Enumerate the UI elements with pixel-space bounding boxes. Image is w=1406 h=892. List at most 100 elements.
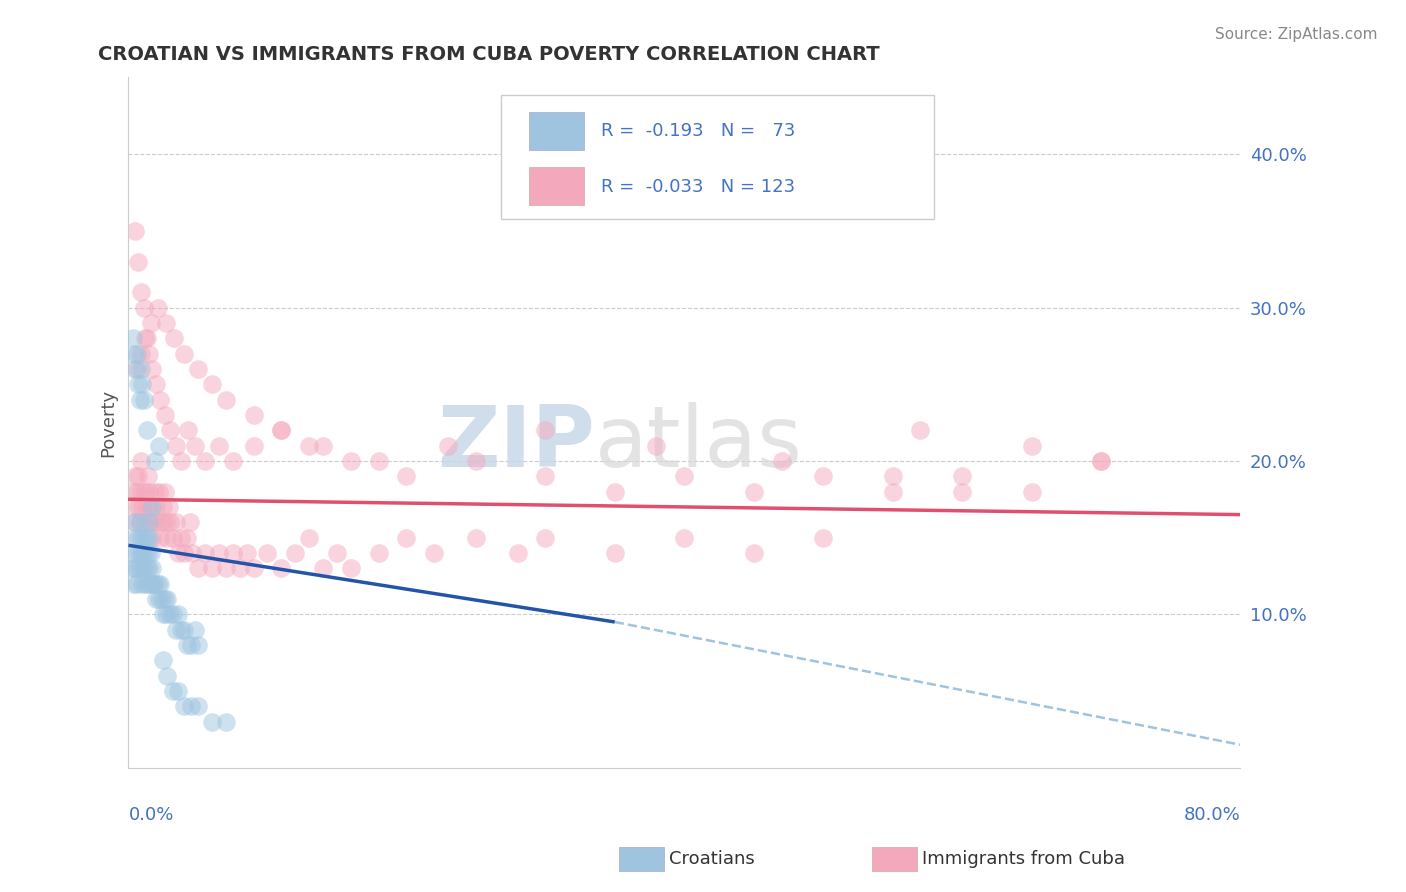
Point [298,439,321,453]
Point [129,531,152,545]
Point [138,516,160,530]
Point [162,531,184,545]
Point [141,362,163,376]
Point [134,484,156,499]
Point [1090,454,1112,468]
Point [165,439,187,453]
Point [135,531,157,545]
Point [201,377,224,392]
Point [165,623,187,637]
Point [131,576,153,591]
Point [155,516,177,530]
Point [184,623,207,637]
Point [645,439,668,453]
Point [176,531,198,545]
Point [173,699,195,714]
Point [208,546,231,560]
Point [138,346,160,360]
Point [153,591,176,606]
Point [148,591,170,606]
Point [176,638,198,652]
Point [142,516,165,530]
Point [149,392,172,407]
Point [173,623,195,637]
Point [132,301,155,315]
Point [138,561,160,575]
Point [187,638,209,652]
Point [163,331,186,345]
Point [127,531,149,545]
Point [367,546,389,560]
Point [215,392,238,407]
Point [155,607,177,622]
FancyBboxPatch shape [529,112,585,150]
Point [395,469,418,483]
Point [136,576,159,591]
Text: Croatians: Croatians [669,850,755,868]
Point [141,531,163,545]
Point [1090,454,1112,468]
Point [143,576,166,591]
Point [157,500,180,514]
Point [129,454,152,468]
Point [242,561,264,575]
Text: ZIP: ZIP [437,401,595,484]
Point [125,576,148,591]
Point [1021,484,1043,499]
Point [170,454,193,468]
Point [165,516,187,530]
Point [153,484,176,499]
Point [811,469,834,483]
Point [312,561,335,575]
Point [138,484,160,499]
Point [184,439,207,453]
Point [298,531,321,545]
Point [367,454,389,468]
Point [125,346,148,360]
Point [173,546,195,560]
Point [136,469,159,483]
Point [127,469,149,483]
Text: R =  -0.033   N = 123: R = -0.033 N = 123 [600,178,794,195]
Point [506,546,529,560]
Point [256,546,278,560]
Point [128,516,150,530]
Point [128,546,150,560]
Point [159,423,181,437]
Point [120,546,142,560]
Point [124,561,146,575]
Point [187,561,209,575]
Point [162,607,184,622]
Point [131,377,153,392]
Point [131,500,153,514]
Point [167,684,190,698]
Point [159,516,181,530]
Point [910,423,932,437]
Point [215,561,238,575]
Point [143,454,166,468]
Point [134,576,156,591]
Point [127,254,149,268]
Point [603,484,626,499]
Point [145,591,167,606]
Point [124,516,146,530]
Point [148,439,170,453]
Point [139,500,162,514]
Point [132,561,155,575]
Text: Immigrants from Cuba: Immigrants from Cuba [922,850,1125,868]
Text: 0.0%: 0.0% [128,805,174,823]
Point [534,469,557,483]
Point [128,516,150,530]
Text: CROATIAN VS IMMIGRANTS FROM CUBA POVERTY CORRELATION CHART: CROATIAN VS IMMIGRANTS FROM CUBA POVERTY… [98,45,880,63]
Point [141,561,163,575]
Point [395,531,418,545]
Point [742,484,765,499]
Point [423,546,446,560]
Point [138,516,160,530]
Point [242,408,264,422]
Point [339,454,361,468]
Point [173,346,195,360]
Point [122,576,145,591]
Point [122,531,145,545]
Point [145,377,167,392]
